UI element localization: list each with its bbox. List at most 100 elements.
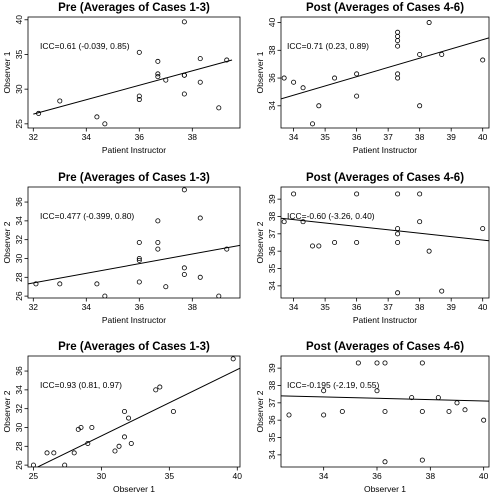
data-point: [36, 110, 42, 116]
regression-line: [281, 37, 489, 100]
y-tick-label: 25: [14, 119, 24, 129]
y-tick-label: 36: [267, 246, 277, 256]
data-point: [395, 33, 401, 39]
data-point: [136, 97, 142, 103]
y-tick-label: 36: [267, 73, 277, 83]
data-point: [374, 360, 380, 366]
y-tick-label: 28: [14, 441, 24, 451]
x-tick-label: 34: [82, 302, 92, 312]
data-point: [417, 51, 423, 57]
data-point: [216, 105, 222, 111]
data-point: [181, 19, 187, 25]
data-point: [426, 248, 432, 254]
y-tick-label: 38: [267, 380, 277, 390]
data-point: [128, 440, 134, 446]
data-point: [374, 388, 380, 394]
x-tick-label: 36: [352, 132, 362, 142]
plot-frame: [27, 355, 241, 468]
scatter-panel-6: Post (Averages of Cases 4-6) 34 36 38 40 34 35…: [255, 341, 490, 494]
data-point: [321, 388, 327, 394]
y-tick-label: 32: [14, 235, 24, 245]
data-point: [57, 281, 63, 287]
y-tick-label: 36: [267, 415, 277, 425]
data-point: [310, 243, 316, 249]
regression-line: [36, 367, 240, 467]
icc-annotation: ICC=-0.195 (-2.19, 0.55): [287, 380, 380, 390]
panel-title: Post (Averages of Cases 4-6): [306, 2, 464, 14]
data-point: [163, 284, 169, 290]
data-point: [136, 239, 142, 245]
plot-area: [28, 187, 240, 298]
data-point: [163, 77, 169, 83]
x-axis-label: Patient Instructor: [102, 315, 166, 325]
panel-title: Post (Averages of Cases 4-6): [306, 172, 464, 184]
x-tick-label: 35: [320, 132, 330, 142]
panel-title: Pre (Averages of Cases 1-3): [58, 341, 210, 353]
x-tick-label: 38: [188, 132, 198, 142]
x-tick-label: 39: [446, 302, 456, 312]
x-axis-label: Observer 1: [113, 484, 155, 494]
data-point: [102, 293, 108, 298]
y-tick-label: 35: [14, 49, 24, 59]
y-tick-label: 40: [14, 15, 24, 25]
y-axis-label: Observer 2: [2, 221, 12, 263]
y-tick-label: 26: [14, 291, 24, 301]
x-tick-label: 36: [135, 302, 145, 312]
scatter-panel-1: Pre (Averages of Cases 1-3) 32 34 36 38 25 30 3…: [2, 2, 241, 155]
data-point: [51, 450, 57, 456]
data-point: [419, 360, 425, 366]
data-point: [62, 462, 68, 467]
data-point: [155, 74, 161, 80]
data-point: [426, 20, 432, 26]
data-point: [71, 450, 77, 456]
x-tick-label: 40: [479, 471, 489, 481]
plot-area: [281, 360, 489, 465]
data-point: [439, 288, 445, 294]
data-point: [112, 448, 118, 454]
data-point: [181, 187, 187, 193]
x-tick-label: 30: [97, 471, 107, 481]
data-point: [155, 218, 161, 224]
data-point: [155, 71, 161, 77]
plot-area: [281, 191, 489, 296]
data-point: [136, 257, 142, 263]
scatter-panel-3: Pre (Averages of Cases 1-3) 32 34 36 38 26 28 3…: [2, 172, 241, 325]
data-point: [355, 360, 361, 366]
data-point: [197, 215, 203, 221]
data-point: [395, 29, 401, 35]
y-tick-label: 39: [267, 363, 277, 373]
data-point: [417, 219, 423, 225]
data-point: [155, 246, 161, 252]
data-point: [116, 443, 122, 449]
y-axis-label: Observer 2: [2, 390, 12, 432]
panel-title: Pre (Averages of Cases 1-3): [58, 172, 210, 184]
data-point: [181, 91, 187, 97]
x-tick-label: 25: [29, 471, 39, 481]
data-point: [462, 407, 468, 413]
x-tick-label: 37: [383, 132, 393, 142]
plot-frame: [27, 186, 241, 299]
data-point: [94, 281, 100, 287]
y-tick-label: 38: [267, 211, 277, 221]
data-point: [395, 226, 401, 232]
data-point: [481, 417, 487, 423]
x-tick-label: 36: [372, 471, 382, 481]
y-tick-label: 40: [267, 18, 277, 28]
data-point: [89, 424, 95, 430]
data-point: [395, 239, 401, 245]
data-point: [300, 219, 306, 225]
x-tick-label: 35: [320, 302, 330, 312]
data-point: [439, 51, 445, 57]
x-tick-label: 32: [29, 302, 39, 312]
y-tick-label: 34: [267, 281, 277, 291]
data-point: [291, 191, 297, 197]
data-point: [339, 408, 345, 414]
y-tick-label: 26: [14, 460, 24, 470]
scatter-panel-4: Post (Averages of Cases 4-6) 34 35 36 37 38 39…: [255, 172, 490, 325]
data-point: [170, 408, 176, 414]
x-tick-label: 34: [319, 471, 329, 481]
data-point: [155, 239, 161, 245]
scatter-panel-5: Pre (Averages of Cases 1-3) 25 30 35 40 26 28 3…: [2, 341, 242, 494]
regression-line: [281, 217, 489, 242]
data-point: [224, 246, 230, 252]
